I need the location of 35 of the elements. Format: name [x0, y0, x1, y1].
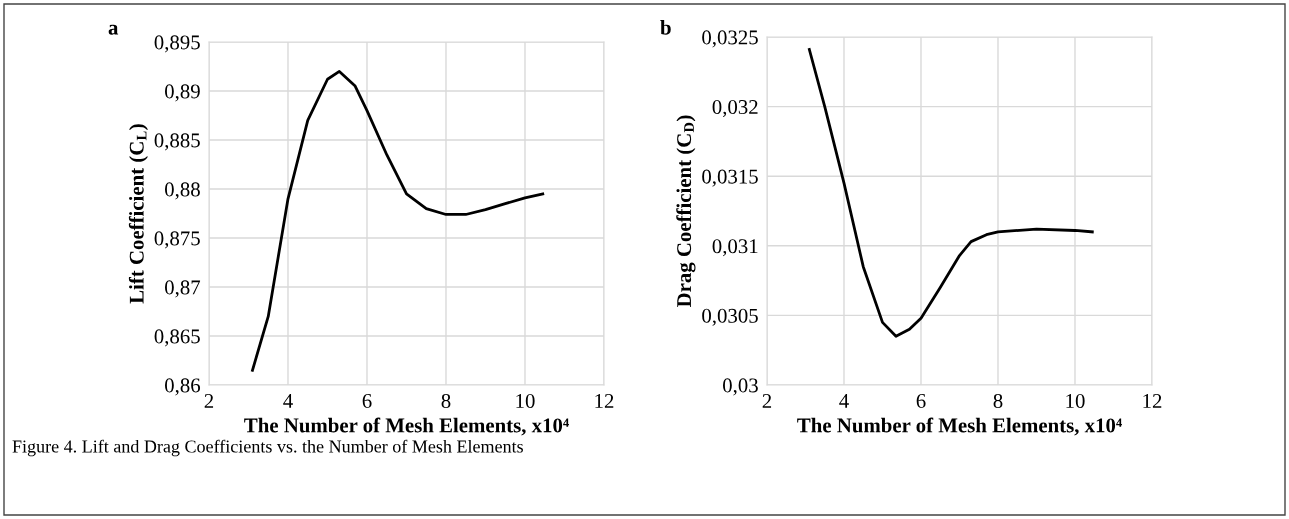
x-tick-label: 8 [993, 393, 1003, 408]
line-series [251, 70, 545, 372]
y-axis-title: Lift Coefficient (C$_{L}$) [128, 124, 148, 304]
x-tick-label: 2 [762, 393, 772, 408]
y-tick-label: 0,88 [165, 182, 200, 200]
x-tick-label: 12 [1143, 393, 1162, 408]
y-tick-label: 0,875 [154, 231, 200, 249]
x-tick-label: 10 [516, 393, 535, 408]
y-tick-label: 0,0315 [702, 169, 758, 187]
y-tick-label: 0,89 [165, 84, 200, 102]
y-tick-label: 0,0305 [702, 308, 758, 326]
x-axis-title: The Number of Mesh Elements, x10⁴ [244, 417, 569, 436]
y-tick-label: 0,885 [154, 133, 200, 151]
y-tick-label: 0,87 [165, 280, 201, 298]
x-tick-label: 2 [204, 393, 214, 408]
y-tick-label: 0,0325 [702, 30, 758, 48]
y-axis-title: Drag Coefficient (C$_{D}$) [676, 115, 696, 308]
x-tick-label: 6 [916, 393, 926, 408]
x-tick-label: 8 [441, 393, 451, 408]
chart-title: b [660, 20, 671, 35]
x-tick-label: 4 [839, 394, 849, 408]
x-tick-label: 4 [283, 394, 293, 408]
x-tick-label: 12 [595, 393, 614, 408]
x-tick-label: 10 [1066, 393, 1085, 408]
line-series [807, 48, 1094, 338]
y-tick-label: 0,895 [154, 35, 200, 53]
x-tick-label: 6 [362, 393, 372, 408]
y-tick-label: 0,032 [712, 99, 758, 118]
y-tick-label: 0,031 [712, 239, 758, 257]
y-tick-label: 0,86 [165, 378, 201, 396]
x-axis-title: The Number of Mesh Elements, x10⁴ [797, 417, 1122, 436]
caption: Figure 4. Lift and Drag Coefficients vs. the Number of Mesh Elements [12, 439, 523, 457]
chart-title: a [108, 24, 119, 35]
y-tick-label: 0,865 [154, 329, 200, 347]
y-tick-label: 0,03 [723, 378, 758, 396]
